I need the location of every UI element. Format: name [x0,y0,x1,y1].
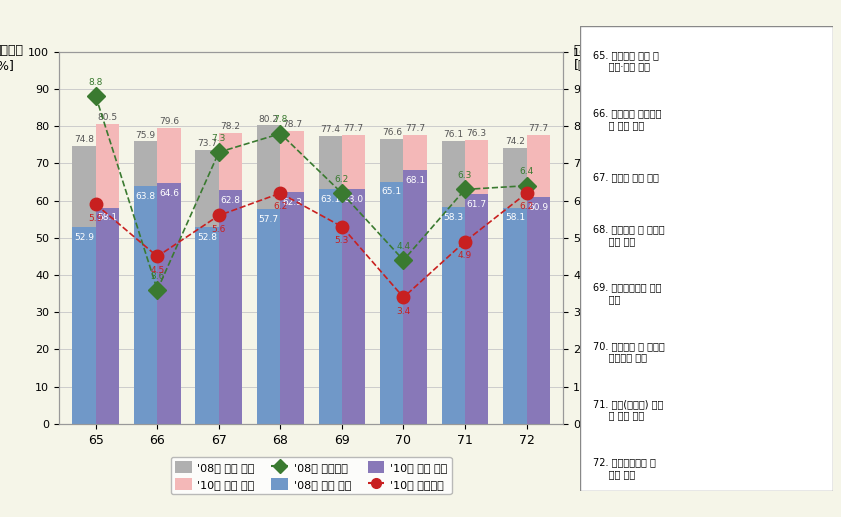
Bar [342,135,365,424]
Text: 58.1: 58.1 [98,213,118,222]
Legend: '08년 최고 수준, '10년 최고 수준, '08년 기술격차, '08년 우리 수준, '10년 우리 수준, '10년 기술격차: '08년 최고 수준, '10년 최고 수준, '08년 기술격차, '08년 … [171,457,452,494]
Text: 6.2: 6.2 [273,203,288,211]
Bar [280,192,304,424]
Text: 63.1: 63.1 [320,194,341,204]
Text: 72. 기후변화예측 및
     적응 기술: 72. 기후변화예측 및 적응 기술 [593,457,656,479]
Text: 70. 자원순환 및 폐기물
     안전처리 기술: 70. 자원순환 및 폐기물 안전처리 기술 [593,341,664,362]
Bar [157,128,181,424]
Text: 73.7: 73.7 [197,139,217,148]
Bar [219,133,242,424]
Text: 66. 환경정보 통합관리
     및 활용 기술: 66. 환경정보 통합관리 및 활용 기술 [593,108,661,130]
Text: 63.0: 63.0 [344,195,363,204]
Bar [380,181,404,424]
Bar [404,171,427,424]
Y-axis label: 기술수준
[%]: 기술수준 [%] [0,44,24,72]
Bar [134,142,157,424]
Text: 68.1: 68.1 [405,176,426,185]
Y-axis label: 기술격차
[년]: 기술격차 [년] [574,44,604,72]
Bar [72,145,96,424]
Text: 6.2: 6.2 [520,203,534,211]
Text: 74.8: 74.8 [74,134,94,144]
Bar [503,148,526,424]
Text: 74.2: 74.2 [505,137,525,146]
Bar [96,208,119,424]
Text: 78.2: 78.2 [220,122,241,131]
Text: 78.7: 78.7 [282,120,302,129]
Bar [195,149,219,424]
Text: 64.6: 64.6 [159,189,179,198]
Bar [157,184,181,424]
Bar [503,208,526,424]
Text: 58.3: 58.3 [443,212,463,221]
Text: 77.4: 77.4 [320,125,341,134]
Text: 77.7: 77.7 [528,124,548,133]
Text: 77.7: 77.7 [405,124,426,133]
Text: 69. 지구대기환경 개선
     기술: 69. 지구대기환경 개선 기술 [593,283,661,304]
Text: 65. 해양환경 조사 및
     보전·관리 기술: 65. 해양환경 조사 및 보전·관리 기술 [593,50,659,71]
Text: 3.6: 3.6 [151,271,165,281]
Text: 76.3: 76.3 [467,129,487,138]
Bar [342,189,365,424]
Text: 61.7: 61.7 [467,200,487,209]
Text: 57.7: 57.7 [259,215,278,224]
Text: 4.4: 4.4 [396,242,410,251]
Text: 52.8: 52.8 [197,233,217,242]
Text: 75.9: 75.9 [135,131,156,140]
Bar [442,141,465,424]
Bar [72,227,96,424]
Bar [219,190,242,424]
Bar [526,197,550,424]
Text: 5.6: 5.6 [212,225,226,234]
Bar [526,135,550,424]
Bar [257,209,280,424]
Text: 63.8: 63.8 [135,192,156,201]
Bar [280,131,304,424]
Text: 80.2: 80.2 [259,115,278,124]
Text: 4.9: 4.9 [458,251,472,260]
Bar [319,136,342,424]
Text: 5.3: 5.3 [335,236,349,245]
Bar [380,139,404,424]
Text: 77.7: 77.7 [344,124,363,133]
Text: 7.8: 7.8 [273,115,288,124]
Text: 80.5: 80.5 [98,113,118,123]
Text: 71. 환경(생태계) 보전
     및 복원 기술: 71. 환경(생태계) 보전 및 복원 기술 [593,399,664,420]
Text: 68. 수질관리 및 수자원
     확보 기술: 68. 수질관리 및 수자원 확보 기술 [593,224,664,246]
Text: 6.3: 6.3 [458,171,472,180]
Text: 3.4: 3.4 [396,307,410,316]
Bar [257,126,280,424]
Text: 52.9: 52.9 [74,233,94,241]
Text: 6.4: 6.4 [520,168,534,176]
FancyBboxPatch shape [580,26,833,491]
Text: 58.1: 58.1 [505,213,525,222]
Bar [319,189,342,424]
Text: 8.8: 8.8 [88,78,103,87]
Bar [442,207,465,424]
Bar [96,124,119,424]
Text: 79.6: 79.6 [159,117,179,126]
Text: 65.1: 65.1 [382,187,402,196]
Bar [465,194,489,424]
Bar [134,187,157,424]
Text: 62.3: 62.3 [282,197,302,207]
Text: 7.3: 7.3 [212,134,226,143]
Bar [195,227,219,424]
Text: 62.8: 62.8 [220,196,241,205]
Bar [465,140,489,424]
Text: 76.6: 76.6 [382,128,402,137]
Text: 60.9: 60.9 [528,203,548,212]
Text: 6.2: 6.2 [335,175,349,184]
Text: 76.1: 76.1 [443,130,463,139]
Text: 4.5: 4.5 [151,266,165,275]
Text: 67. 천환경 공정 기술: 67. 천환경 공정 기술 [593,172,659,182]
Bar [404,135,427,424]
Text: 5.9: 5.9 [88,214,103,223]
